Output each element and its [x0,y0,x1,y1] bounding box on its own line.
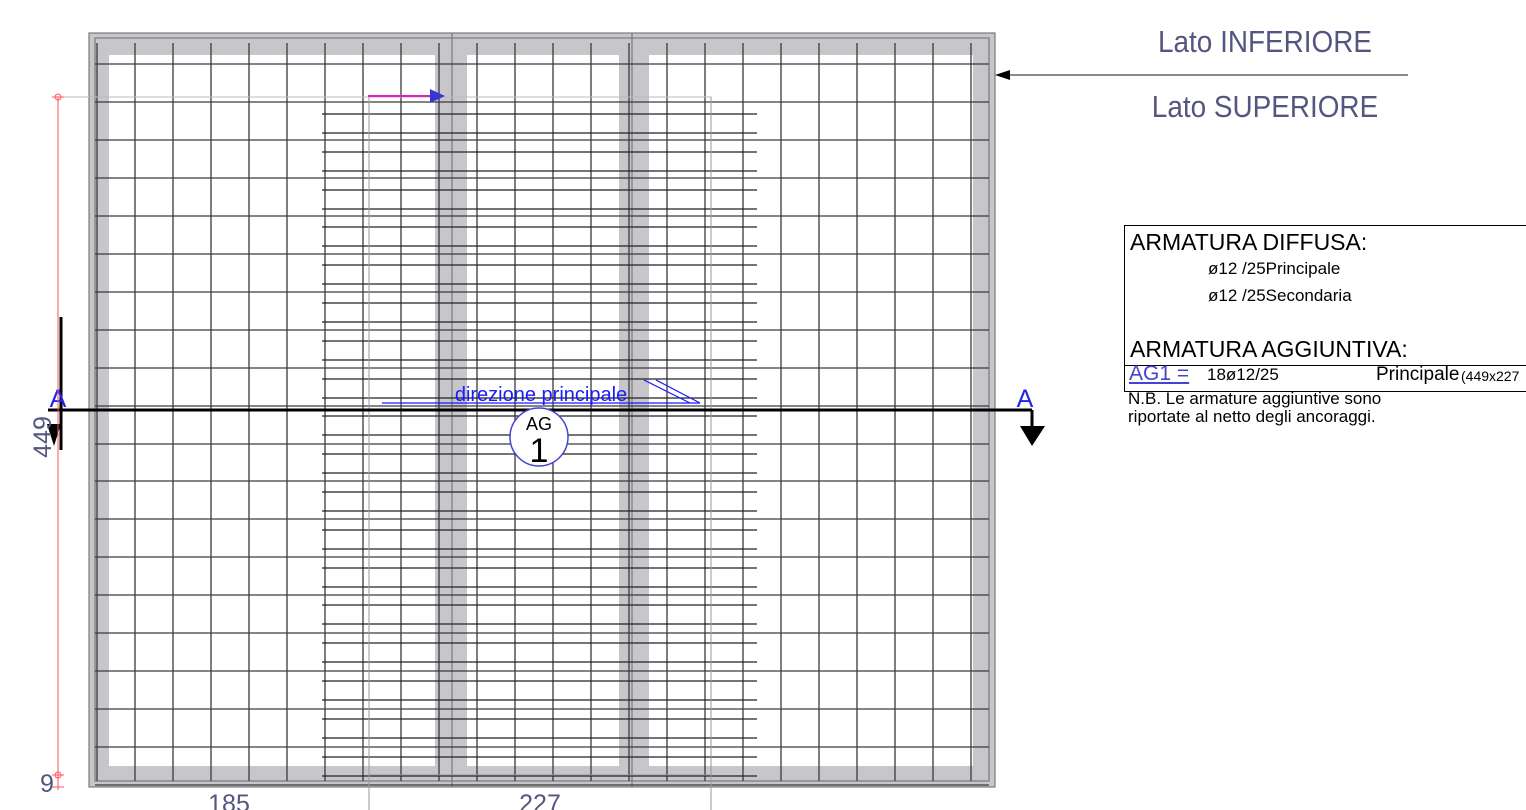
reinforcement-legend: ARMATURA DIFFUSA: ø12 /25Principale ø12 … [1124,225,1526,392]
legend-diffusa-secondaria: ø12 /25Secondaria [1208,286,1352,305]
vertical-dimension [52,93,64,790]
section-label-right: A [1017,385,1034,413]
legend-aggiuntiva-title: ARMATURA AGGIUNTIVA: [1130,336,1408,362]
legend-ag-size: (449x227 [1461,368,1520,384]
beam-top [89,33,995,55]
main-direction-label: direzione principale [455,384,627,406]
legend-ag-direction: Principale [1376,364,1460,385]
ag-tag: AG 1 [509,407,569,470]
dimension-span-1: 185 [208,790,250,810]
side-indicator [995,70,1408,80]
dimension-vertical: 449 [29,416,57,458]
legend-diffusa-title: ARMATURA DIFFUSA: [1130,229,1368,255]
main-direction-indicator [382,379,701,404]
side-label-lower: Lato INFERIORE [1158,24,1372,59]
additional-bars [322,113,757,777]
direction-arrow [368,89,445,103]
legend-ag-code: AG1 = [1129,362,1190,385]
note-line-1: N.B. Le armature aggiuntive sono [1128,389,1382,408]
ag-tag-prefix: AG [526,414,552,434]
diffuse-mesh-grid [95,43,989,786]
ag-tag-number: 1 [530,432,549,470]
dimension-span-2: 227 [519,790,561,810]
legend-divider [1125,365,1526,366]
side-label-upper: Lato SUPERIORE [1151,89,1379,124]
legend-ag-bars: 18ø12/25 [1207,365,1279,384]
dimension-offset: 9 [40,770,54,798]
section-arrow-right [1020,426,1045,446]
note-line-2: riportate al netto degli ancoraggi. [1128,407,1376,426]
legend-diffusa-principale: ø12 /25Principale [1208,259,1341,278]
